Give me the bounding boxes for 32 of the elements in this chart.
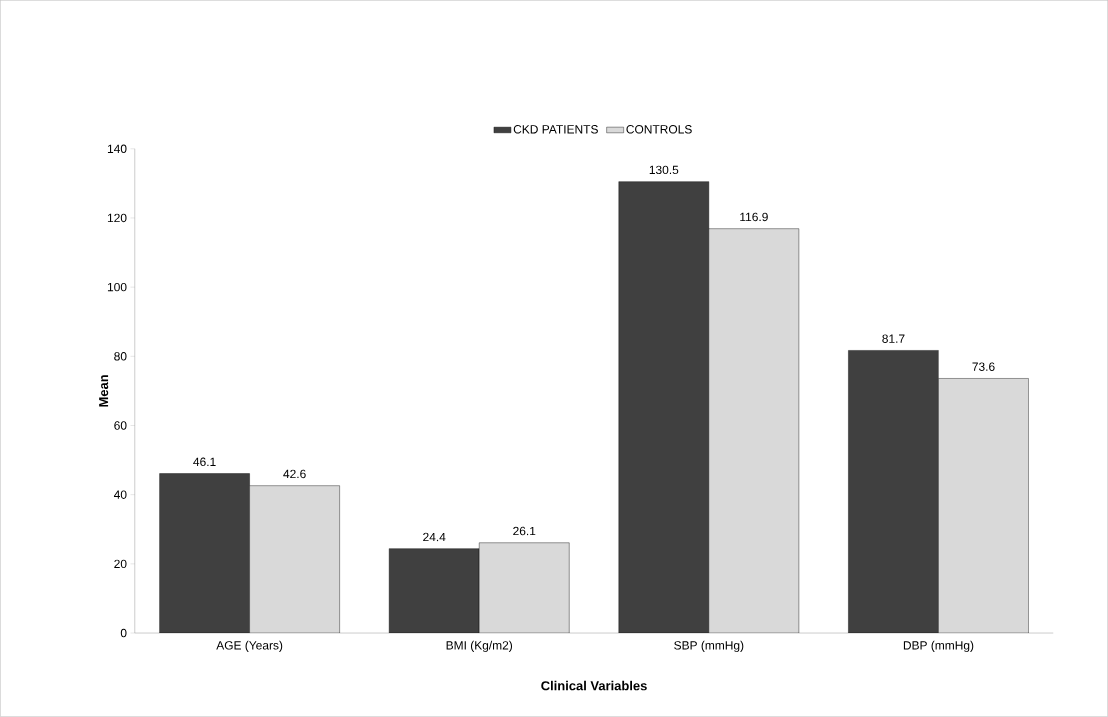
bar	[938, 378, 1029, 634]
x-axis-title: Clinical Variables	[541, 680, 647, 691]
bar	[479, 542, 570, 634]
data-label: 81.7	[882, 334, 905, 344]
bar	[249, 485, 340, 634]
x-tick-label: BMI (Kg/m2)	[446, 640, 513, 653]
data-label: 26.1	[513, 526, 536, 536]
data-label: 42.6	[283, 469, 306, 479]
y-tick-label: 120	[107, 213, 127, 223]
y-tick-label: 40	[113, 490, 127, 500]
data-label: 24.4	[423, 532, 446, 542]
legend-label: CONTROLS	[626, 125, 692, 134]
data-label: 46.1	[193, 457, 216, 467]
bar	[708, 228, 800, 634]
y-tick-label: 100	[107, 283, 127, 292]
data-label: 116.9	[740, 212, 768, 222]
bar	[848, 350, 939, 634]
legend-label: CKD PATIENTS	[513, 125, 598, 134]
bar	[159, 473, 250, 634]
y-tick-label: 60	[114, 421, 127, 430]
y-tick-label: 140	[107, 144, 127, 154]
x-tick-label: DBP (mmHg)	[903, 640, 974, 653]
y-tick-label: 0	[120, 628, 127, 638]
bar	[388, 548, 480, 634]
y-tick-label: 80	[114, 352, 127, 361]
y-axis-title: Mean	[99, 375, 109, 407]
data-label: 130.5	[649, 165, 679, 175]
data-label: 73.6	[972, 362, 995, 372]
y-tick-label: 20	[114, 559, 127, 569]
x-tick-label: AGE (Years)	[216, 640, 283, 653]
bar	[618, 181, 710, 634]
x-tick-label: SBP (mmHg)	[674, 640, 744, 653]
